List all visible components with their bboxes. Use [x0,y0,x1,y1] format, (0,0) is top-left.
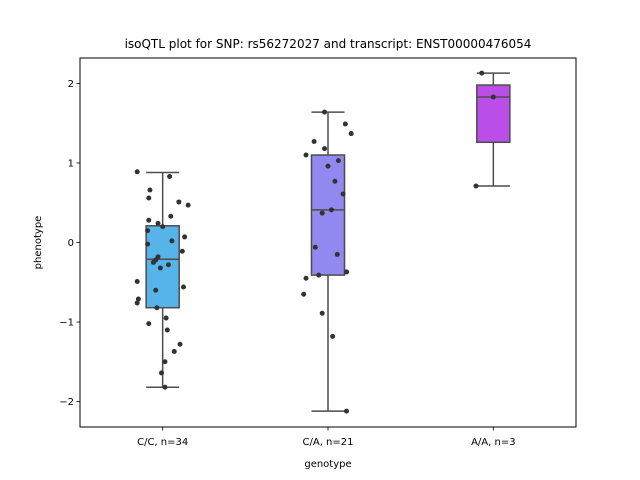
data-point [312,244,318,250]
data-point [176,199,182,205]
points-layer [134,70,496,414]
data-point [168,213,174,219]
y-tick-label: 2 [68,79,74,90]
data-point [157,265,163,271]
data-point [169,238,175,244]
data-point [160,224,166,230]
data-point [344,408,350,414]
data-point [135,296,141,302]
data-point [332,178,338,184]
data-point [180,284,186,290]
data-point [165,262,171,268]
data-point [328,207,334,213]
y-axis: −2 −1 0 1 2 [59,79,80,408]
y-tick-label: −2 [59,397,74,408]
data-point [303,275,309,281]
y-tick-label: 0 [68,238,74,249]
data-point [319,310,325,316]
x-tick-label: C/C, n=34 [137,437,188,448]
data-point [490,94,496,100]
y-axis-label: phenotype [33,216,44,270]
box [310,154,346,276]
data-point [146,195,152,201]
data-point [325,163,331,169]
data-point [319,210,325,216]
data-point [162,359,168,365]
data-point [145,228,151,234]
x-axis: C/C, n=34 C/A, n=21 A/A, n=3 [137,427,516,448]
data-point [163,315,169,321]
data-point [159,370,165,376]
data-point [473,183,479,189]
data-point [134,300,140,306]
data-point [134,278,140,284]
data-point [340,191,346,197]
data-point [164,327,170,333]
data-point [134,169,140,175]
x-axis-label: genotype [304,459,351,470]
data-point [146,217,152,223]
data-point [177,341,183,347]
data-point [147,187,153,193]
data-point [145,241,151,247]
box [145,225,180,309]
data-point [153,287,159,293]
x-tick-label: A/A, n=3 [471,437,516,448]
data-point [322,146,328,152]
data-point [344,269,350,275]
data-point [301,291,307,297]
boxes-layer [145,72,511,412]
data-point [311,139,317,145]
data-point [167,173,173,179]
data-point [342,121,348,127]
data-point [316,272,322,278]
data-point [303,152,309,158]
data-point [171,348,177,354]
x-tick-label: C/A, n=21 [303,437,354,448]
data-point [162,384,168,390]
y-tick-label: −1 [59,318,74,329]
chart-title: isoQTL plot for SNP: rs56272027 and tran… [125,37,532,51]
data-point [185,202,191,208]
y-tick-label: 1 [68,158,74,169]
data-point [154,305,160,311]
data-point [348,131,354,137]
box [476,84,511,144]
data-point [150,259,156,265]
data-point [182,234,188,240]
data-point [334,251,340,257]
data-point [155,220,161,226]
data-point [479,70,485,76]
data-point [335,158,341,164]
data-point [322,109,328,115]
data-point [330,333,336,339]
data-point [179,248,185,254]
data-point [146,321,152,327]
